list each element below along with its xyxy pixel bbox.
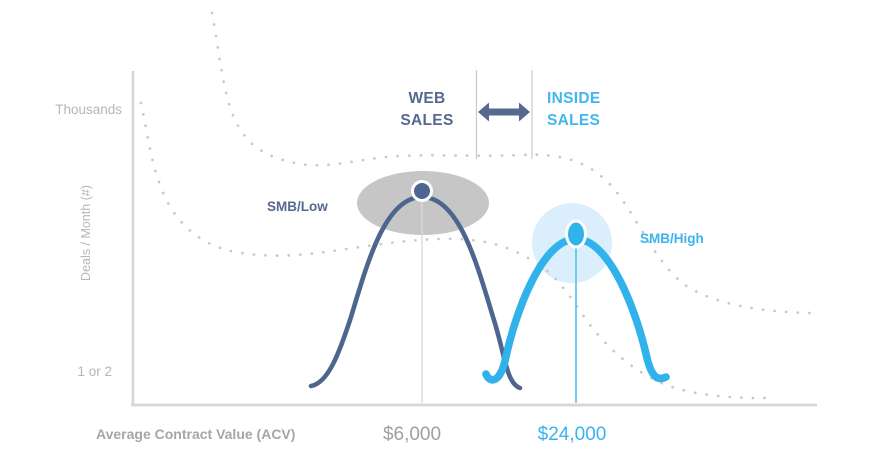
smb-low-peak-dot bbox=[411, 180, 433, 202]
dotted-iso-curve-inner bbox=[139, 101, 770, 400]
inside-sales-zone-label: INSIDE SALES bbox=[547, 90, 601, 129]
x-tick-acv-24000: $24,000 bbox=[537, 424, 607, 445]
web-sales-zone-label: WEB SALES bbox=[400, 90, 454, 129]
smb-high-label: SMB/High bbox=[640, 231, 704, 246]
smb-high-peak-dot bbox=[565, 219, 587, 249]
x-axis-title: Average Contract Value (ACV) bbox=[96, 426, 296, 442]
y-axis-title: Deals / Month (#) bbox=[79, 185, 93, 281]
y-tick-one-or-two: 1 or 2 bbox=[77, 364, 112, 379]
double-arrow-icon bbox=[478, 102, 530, 122]
x-tick-acv-6000: $6,000 bbox=[382, 424, 442, 445]
y-tick-thousands: Thousands bbox=[55, 102, 122, 117]
smb-low-label: SMB/Low bbox=[267, 199, 328, 214]
dotted-iso-curve-outer bbox=[210, 11, 814, 315]
